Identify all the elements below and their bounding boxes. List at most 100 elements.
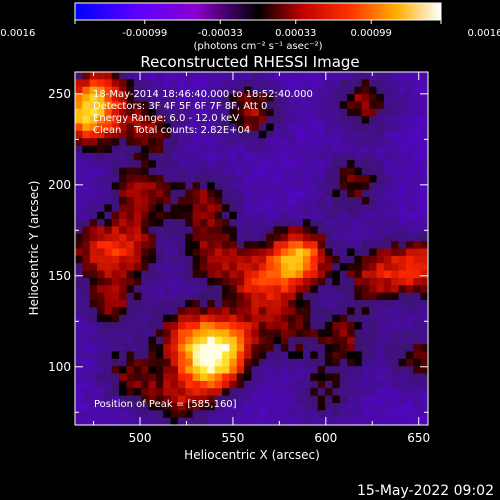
heatmap-cell	[288, 263, 297, 271]
heatmap-cell	[266, 94, 274, 102]
heatmap-cell	[354, 322, 363, 330]
heatmap-cell	[310, 226, 319, 235]
heatmap-cell	[302, 255, 311, 264]
heatmap-cell	[214, 79, 223, 88]
heatmap-cell	[354, 366, 363, 374]
heatmap-cell	[288, 174, 297, 183]
heatmap-cell	[383, 307, 392, 316]
heatmap-cell	[119, 145, 127, 154]
heatmap-cell	[258, 248, 267, 257]
heatmap-cell	[185, 270, 194, 279]
heatmap-cell	[111, 138, 120, 146]
heatmap-cell	[332, 72, 341, 80]
heatmap-cell	[244, 145, 252, 154]
heatmap-cell	[75, 285, 83, 294]
y-axis-label: Heliocentric Y (arcsec)	[27, 181, 41, 316]
heatmap-cell	[222, 130, 230, 139]
heatmap-cell	[244, 292, 252, 301]
heatmap-cell	[251, 101, 260, 110]
heatmap-cell	[420, 189, 428, 198]
heatmap-cell	[236, 395, 245, 404]
heatmap-cell	[258, 152, 267, 161]
heatmap-cell	[391, 94, 399, 102]
heatmap-cell	[133, 263, 142, 271]
heatmap-cell	[420, 395, 428, 404]
heatmap-cell	[413, 204, 422, 213]
heatmap-cell	[192, 130, 201, 139]
heatmap-cell	[222, 402, 230, 411]
heatmap-cell	[413, 307, 422, 316]
heatmap-cell	[302, 72, 311, 80]
heatmap-cell	[317, 299, 326, 308]
heatmap-cell	[354, 292, 363, 301]
heatmap-cell	[163, 160, 171, 168]
heatmap-cell	[148, 226, 157, 235]
heatmap-cell	[383, 197, 392, 205]
heatmap-cell	[148, 145, 157, 154]
heatmap-cell	[310, 211, 319, 220]
heatmap-cell	[258, 263, 267, 271]
heatmap-cell	[141, 395, 149, 404]
heatmap-cell	[266, 160, 274, 168]
heatmap-cell	[310, 174, 319, 183]
heatmap-cell	[126, 182, 135, 191]
heatmap-cell	[391, 410, 399, 419]
heatmap-cell	[214, 314, 223, 323]
heatmap-cell	[251, 329, 260, 338]
heatmap-cell	[214, 395, 223, 404]
heatmap-cell	[126, 72, 135, 80]
heatmap-cell	[214, 366, 223, 374]
heatmap-cell	[332, 388, 341, 396]
heatmap-cell	[391, 138, 399, 146]
heatmap-cell	[155, 233, 164, 242]
heatmap-cell	[97, 277, 105, 286]
heatmap-cell	[391, 211, 399, 220]
heatmap-cell	[200, 402, 208, 411]
heatmap-cell	[222, 108, 230, 117]
heatmap-cell	[192, 351, 201, 360]
heatmap-cell	[280, 241, 289, 249]
heatmap-cell	[214, 263, 223, 271]
heatmap-cell	[405, 108, 414, 117]
heatmap-cell	[104, 167, 113, 176]
heatmap-cell	[229, 167, 238, 176]
heatmap-cell	[376, 366, 385, 374]
heatmap-cell	[325, 79, 333, 88]
heatmap-cell	[398, 417, 407, 425]
heatmap-cell	[332, 277, 341, 286]
heatmap-cell	[258, 167, 267, 176]
heatmap-cell	[325, 285, 333, 294]
heatmap-cell	[185, 160, 194, 168]
heatmap-cell	[295, 152, 304, 161]
heatmap-cell	[251, 79, 260, 88]
heatmap-cell	[317, 322, 326, 330]
heatmap-cell	[244, 86, 252, 95]
heatmap-cell	[133, 197, 142, 205]
heatmap-cell	[104, 388, 113, 396]
heatmap-cell	[148, 344, 157, 352]
heatmap-cell	[141, 219, 149, 227]
heatmap-cell	[126, 417, 135, 425]
annotation-detectors: Detectors: 3F 4F 5F 6F 7F 8F, Att 0	[93, 101, 267, 112]
heatmap-cell	[222, 285, 230, 294]
heatmap-cell	[354, 388, 363, 396]
heatmap-cell	[89, 270, 98, 279]
heatmap-cell	[369, 351, 377, 360]
heatmap-cell	[398, 329, 407, 338]
heatmap-cell	[339, 79, 348, 88]
heatmap-cell	[295, 307, 304, 316]
heatmap-cell	[266, 189, 274, 198]
heatmap-cell	[332, 101, 341, 110]
heatmap-cell	[75, 145, 83, 154]
heatmap-cell	[163, 277, 171, 286]
heatmap-cell	[104, 351, 113, 360]
heatmap-cell	[361, 402, 370, 411]
colorbar: -0.0016 -0.00099 -0.00033 0.00033 0.00099 0.0…	[0, 2, 500, 52]
heatmap-cell	[192, 189, 201, 198]
heatmap-cell	[119, 380, 127, 389]
heatmap-cell	[310, 292, 319, 301]
heatmap-cell	[361, 307, 370, 316]
heatmap-cell	[155, 108, 164, 117]
heatmap-cell	[214, 255, 223, 264]
heatmap-cell	[126, 299, 135, 308]
